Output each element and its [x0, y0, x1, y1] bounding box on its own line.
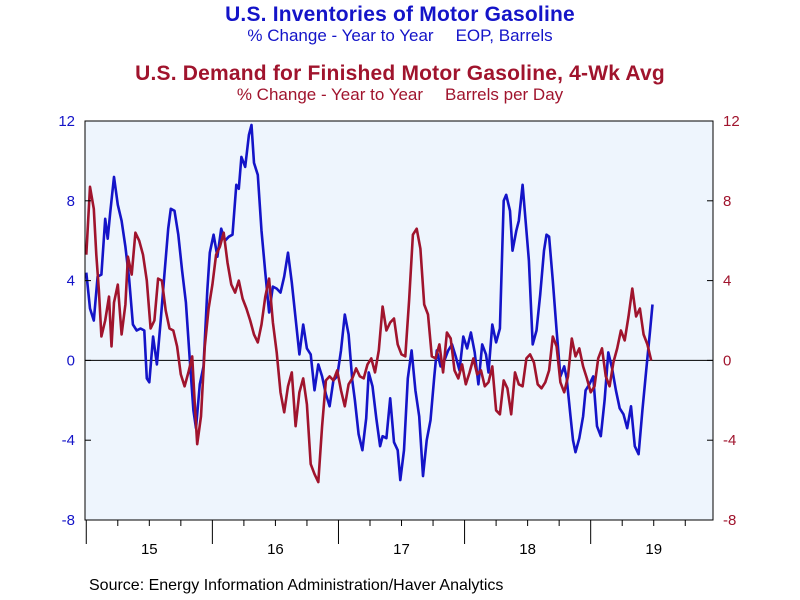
right-axis-tick-label: -8 — [723, 512, 736, 529]
x-axis-tick-label: 19 — [645, 541, 662, 558]
right-axis-tick-label: -4 — [723, 432, 736, 449]
x-axis-tick-label: 15 — [141, 541, 158, 558]
chart-title-inventories: U.S. Inventories of Motor Gasoline — [225, 3, 575, 26]
right-axis-tick-label: 8 — [723, 193, 731, 210]
x-axis-tick-label: 17 — [393, 541, 410, 558]
left-axis-tick-label: 8 — [67, 193, 75, 210]
left-axis-tick-label: -4 — [62, 432, 75, 449]
series-line-demand — [85, 185, 653, 484]
plot-frame — [84, 120, 714, 521]
right-axis-tick-label: 0 — [723, 352, 731, 369]
left-axis-tick-label: 0 — [67, 352, 75, 369]
x-axis-tick-label: 16 — [267, 541, 284, 558]
chart-title-demand: U.S. Demand for Finished Motor Gasoline,… — [135, 62, 665, 85]
subtitle-demand-unit: Barrels per Day — [445, 85, 564, 104]
subtitle-demand-measure: % Change - Year to Year — [236, 85, 424, 104]
right-axis-tick-label: 12 — [723, 113, 740, 130]
chart-subtitle-inventories: % Change - Year to Year EOP, Barrels — [0, 26, 800, 46]
source-note: Source: Energy Information Administratio… — [89, 577, 504, 594]
subtitle-inventories-unit: EOP, Barrels — [455, 26, 553, 45]
left-axis-tick-label: -8 — [62, 512, 75, 529]
left-axis-tick-label: 12 — [58, 113, 75, 130]
right-axis-tick-label: 4 — [723, 273, 731, 290]
chart-subtitle-demand: % Change - Year to Year Barrels per Day — [0, 85, 800, 105]
subtitle-inventories-measure: % Change - Year to Year — [247, 26, 434, 45]
x-axis-tick-label: 18 — [519, 541, 536, 558]
left-axis-tick-label: 4 — [67, 273, 75, 290]
